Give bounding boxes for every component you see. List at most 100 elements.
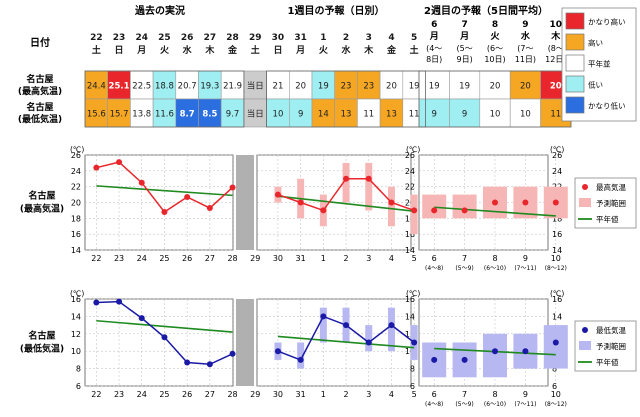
data-point [138,179,145,186]
range-bar [387,186,395,227]
table-cell [449,98,481,128]
normal-line [434,206,556,217]
unit-label: (℃) [70,289,84,298]
x-tick-label: 4 [389,390,394,399]
table-cell-value: 10 [520,110,531,120]
table-cell-value: 20 [295,82,306,92]
chart-panel [256,298,412,387]
table-cell-value: 14 [318,110,329,120]
x-sub-label: (8～12) [545,265,567,272]
date-day: 26 [181,33,194,43]
week2-date-range: (6～ [487,44,503,53]
y-tick-label: 20 [71,199,81,208]
legend-range-swatch [579,341,591,350]
data-point [138,315,145,322]
x-tick-label: 25 [159,254,169,263]
range-bar [422,194,447,219]
x-sub-label: (6～10) [484,401,506,408]
x-tick-label: 31 [296,390,306,399]
data-point [461,207,468,214]
legend-label: 高い [588,38,603,48]
x-tick-label: 9 [523,390,528,399]
data-point [552,199,559,206]
x-sub-label: (5～9) [455,401,473,408]
range-bar [365,162,373,211]
table-cell-value: 20.7 [178,82,197,92]
table-cell [509,70,541,100]
table-cell-value: 10 [273,110,284,120]
table-row-label: 名古屋 [26,101,53,113]
x-tick-label: 29 [250,390,260,399]
week2-date-range: (8～ [548,44,564,53]
x-tick-label: 30 [273,254,283,263]
y-tick-label: 22 [405,183,415,192]
legend-swatch [565,12,585,30]
unit-label: (℃) [406,145,420,154]
week2-date-weekday: 火 [490,31,500,42]
date-day: 2 [343,33,349,43]
table-cell-value: 18.8 [155,82,174,92]
x-tick-label: 4 [389,254,394,263]
table-cell-value: 9 [431,110,436,120]
week2-date-day: 10 [550,20,563,30]
date-weekday: 土 [251,44,260,56]
range-bar [452,194,477,219]
x-tick-label: 25 [159,390,169,399]
data-point [411,339,418,346]
range-bar [543,325,568,369]
data-point [411,207,418,214]
date-weekday: 水 [183,44,193,56]
y-tick-label: 20 [405,199,415,208]
x-sub-label: (8～12) [545,401,567,408]
range-bar [410,194,418,235]
week2-date-weekday: 水 [521,30,531,42]
y-tick-label: 26 [71,151,81,160]
data-point [388,322,395,329]
legend-label: 予測範囲 [596,341,626,351]
y-tick-label: 8 [410,365,415,374]
table-cell-value: 22.5 [132,82,151,92]
x-tick-label: 8 [492,390,497,399]
normal-line [277,195,415,213]
y-tick-label: 10 [71,347,81,356]
data-point [365,175,372,182]
week2-date-day: 8 [492,20,498,30]
date-weekday: 土 [92,44,101,56]
range-bar [365,325,373,352]
date-weekday: 火 [319,45,329,56]
y-tick-label: 12 [71,330,81,339]
table-row-label: (最高気温) [18,85,62,97]
x-tick-label: 2 [344,254,349,263]
date-weekday: 木 [363,44,374,56]
x-tick-label: 23 [114,254,124,263]
table-cell-value: 19 [318,82,329,92]
x-tick-label: 9 [523,254,528,263]
legend-swatch [565,54,585,72]
x-tick-label: 26 [182,390,192,399]
date-day: 25 [158,33,171,43]
y-tick-label: 12 [405,330,415,339]
data-point [229,350,236,357]
table-cell-value: 19 [459,82,470,92]
x-tick-label: 28 [227,390,237,399]
legend-range-swatch [579,198,591,207]
y-tick-label: 24 [405,167,415,176]
date-day: 4 [388,33,394,43]
normal-line [277,335,415,349]
x-tick-label: 8 [492,254,497,263]
range-bar [342,162,350,203]
y-tick-label: 6 [552,382,557,391]
x-tick-label: 3 [366,254,371,263]
x-sub-label: (4～8) [425,265,443,272]
data-point [297,199,304,206]
date-day: 30 [272,33,285,43]
week2-date-range: (5～ [456,44,472,53]
week2-title: 2週目の予報（5日間平均） [424,4,548,17]
y-tick-label: 26 [552,151,562,160]
legend-label: 低い [588,80,603,90]
table-row-label: (最低気温) [18,113,62,125]
range-bar [483,333,507,378]
week2-date-range: 9日) [456,55,472,64]
y-tick-label: 10 [405,347,415,356]
